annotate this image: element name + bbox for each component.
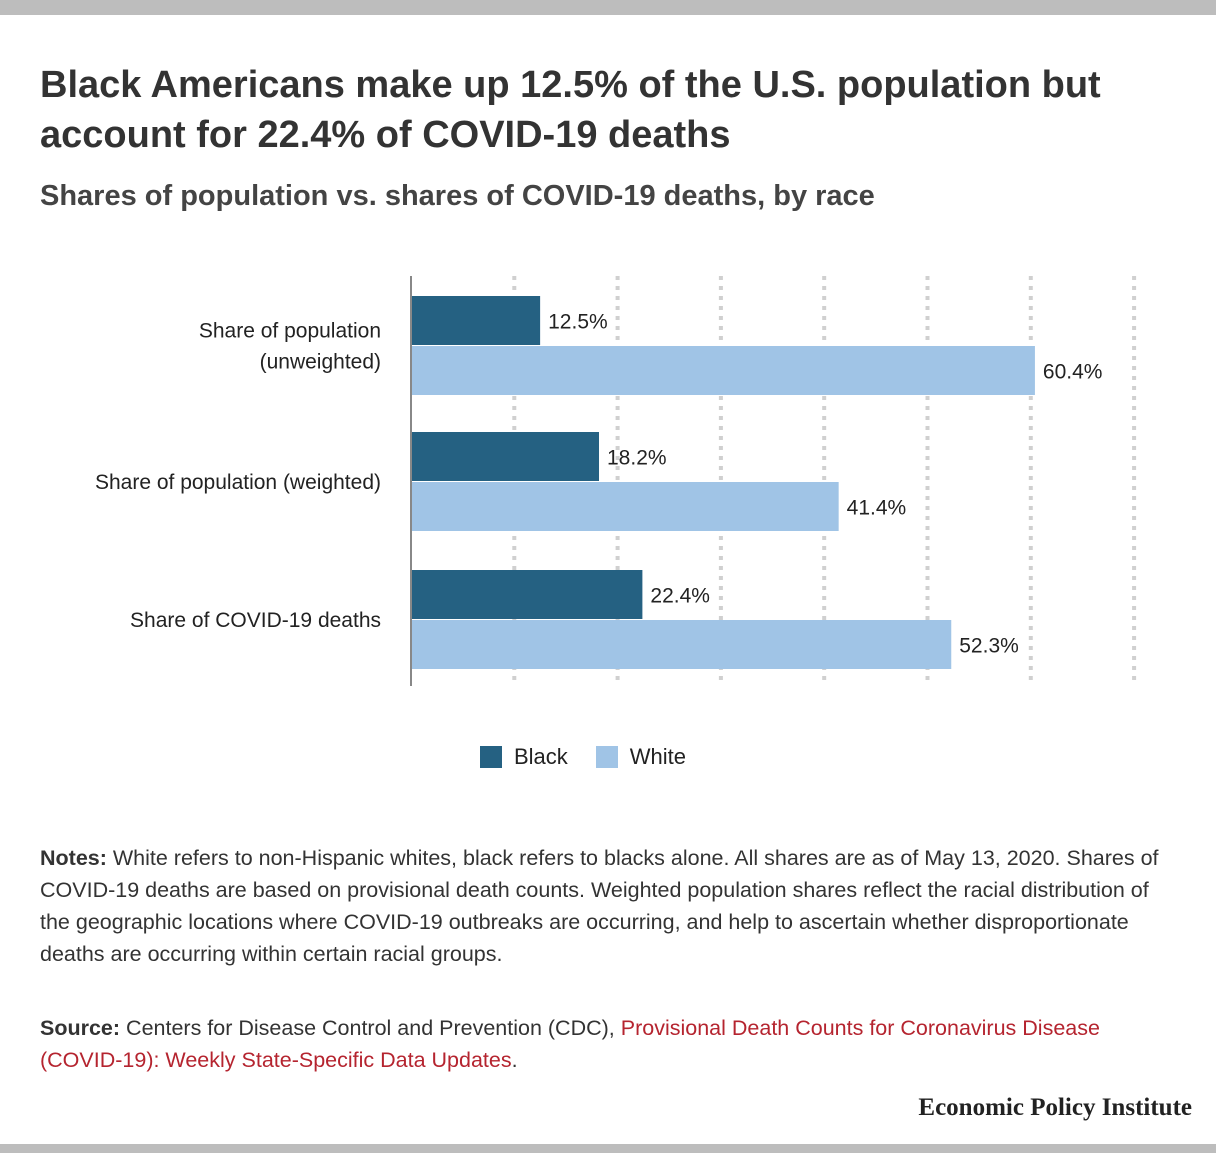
category-label: Share of COVID-19 deaths bbox=[130, 609, 381, 632]
data-label: 60.4% bbox=[1043, 361, 1103, 384]
legend-item-white: White bbox=[595, 744, 687, 770]
source-end: . bbox=[511, 1048, 518, 1072]
notes-text: White refers to non-Hispanic whites, bla… bbox=[40, 846, 1159, 966]
bar-white bbox=[411, 482, 839, 531]
source-text: Centers for Disease Control and Preventi… bbox=[120, 1016, 621, 1040]
legend-swatch-black bbox=[480, 746, 502, 768]
chart-legend: Black White bbox=[480, 744, 714, 770]
bar-black bbox=[411, 570, 643, 619]
category-label: (unweighted) bbox=[260, 351, 381, 374]
bar-black bbox=[411, 296, 541, 345]
bar-white bbox=[411, 620, 952, 669]
chart-title: Black Americans make up 12.5% of the U.S… bbox=[40, 64, 1101, 156]
data-label: 41.4% bbox=[847, 497, 907, 520]
data-label: 52.3% bbox=[959, 635, 1019, 658]
brand-logo-text: Economic Policy Institute bbox=[918, 1094, 1192, 1121]
data-label: 18.2% bbox=[607, 447, 667, 470]
category-label: Share of population (weighted) bbox=[95, 471, 381, 494]
chart-notes: Notes: White refers to non-Hispanic whit… bbox=[40, 842, 1180, 970]
chart-subtitle: Shares of population vs. shares of COVID… bbox=[40, 180, 875, 212]
source-lead: Source: bbox=[40, 1016, 121, 1040]
category-label: Share of population bbox=[199, 320, 381, 343]
data-label: 12.5% bbox=[548, 311, 608, 334]
bar-chart: 12.5% 60.4% Share of population (unweighted… bbox=[95, 276, 1137, 686]
bar-black bbox=[411, 432, 600, 481]
source-link[interactable]: Provisional Death Counts for Coronavirus… bbox=[40, 1016, 1100, 1072]
legend-label-white: White bbox=[629, 744, 687, 769]
bar-white bbox=[411, 346, 1035, 395]
legend-label-black: Black bbox=[514, 744, 568, 769]
legend-swatch-white bbox=[595, 746, 618, 768]
notes-lead: Notes: bbox=[40, 846, 107, 870]
chart-source: Source: Centers for Disease Control and … bbox=[40, 1012, 1180, 1076]
legend-item-black: Black bbox=[480, 744, 568, 770]
data-label: 22.4% bbox=[650, 585, 710, 608]
top-border-bar bbox=[0, 0, 1216, 15]
bottom-border-bar bbox=[0, 1144, 1216, 1153]
